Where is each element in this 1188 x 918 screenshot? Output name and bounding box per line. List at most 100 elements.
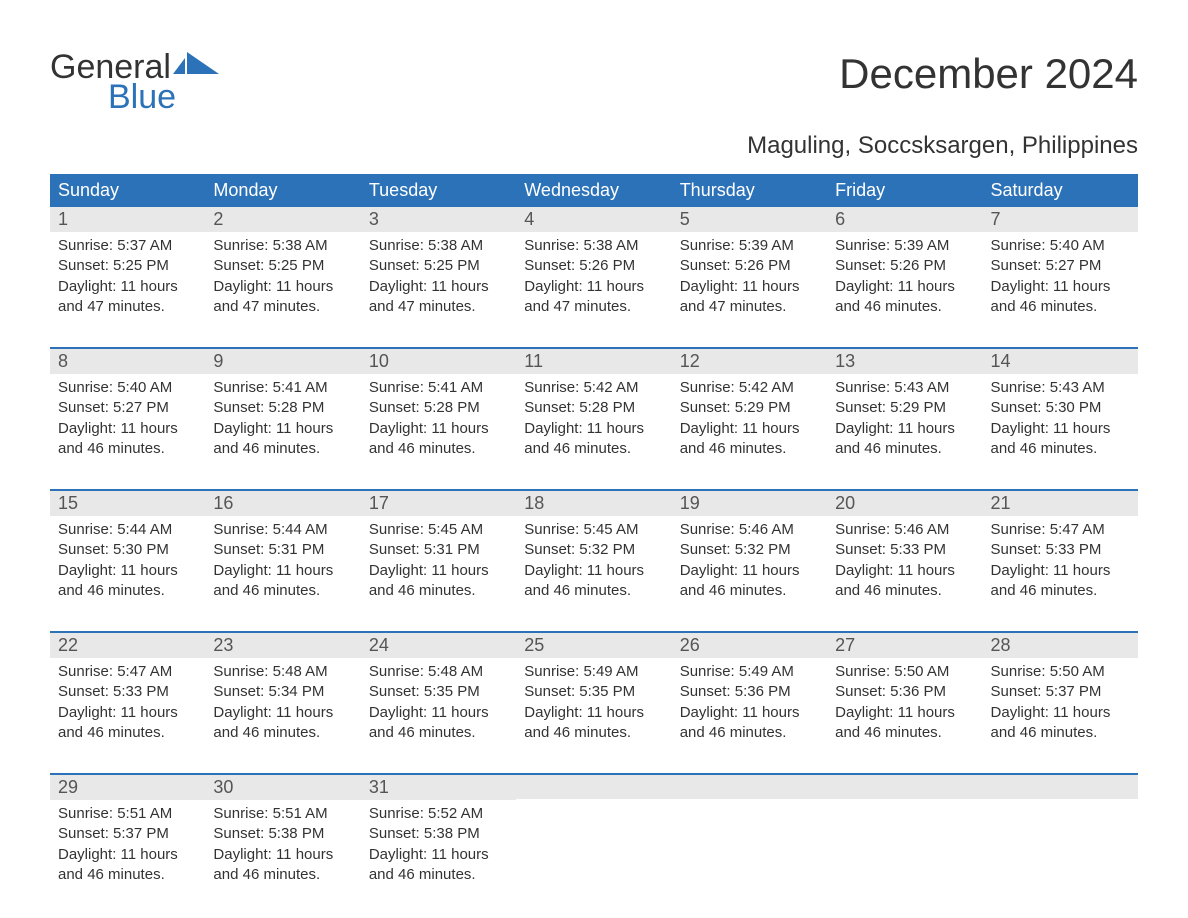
day-number: 30 bbox=[213, 777, 233, 797]
day-line-d1: Daylight: 11 hours bbox=[835, 561, 974, 581]
day-line-d1: Daylight: 11 hours bbox=[680, 277, 819, 297]
day-body: Sunrise: 5:49 AMSunset: 5:36 PMDaylight:… bbox=[672, 658, 827, 747]
day-line-d2: and 46 minutes. bbox=[213, 723, 352, 743]
day-number-row: 20 bbox=[827, 491, 982, 516]
day-number-row: 17 bbox=[361, 491, 516, 516]
day-number-row: 1 bbox=[50, 207, 205, 232]
day-line-d1: Daylight: 11 hours bbox=[991, 419, 1130, 439]
day-line-sr: Sunrise: 5:43 AM bbox=[835, 378, 974, 398]
day-number: 17 bbox=[369, 493, 389, 513]
day-line-ss: Sunset: 5:36 PM bbox=[835, 682, 974, 702]
day-line-d1: Daylight: 11 hours bbox=[524, 419, 663, 439]
day-line-d1: Daylight: 11 hours bbox=[369, 419, 508, 439]
day-line-d1: Daylight: 11 hours bbox=[369, 703, 508, 723]
day-line-d1: Daylight: 11 hours bbox=[680, 419, 819, 439]
day-cell: 9Sunrise: 5:41 AMSunset: 5:28 PMDaylight… bbox=[205, 349, 360, 473]
day-body: Sunrise: 5:50 AMSunset: 5:36 PMDaylight:… bbox=[827, 658, 982, 747]
day-cell: 15Sunrise: 5:44 AMSunset: 5:30 PMDayligh… bbox=[50, 491, 205, 615]
day-number: 20 bbox=[835, 493, 855, 513]
day-line-ss: Sunset: 5:35 PM bbox=[369, 682, 508, 702]
day-line-ss: Sunset: 5:26 PM bbox=[680, 256, 819, 276]
day-line-d2: and 46 minutes. bbox=[524, 439, 663, 459]
day-body: Sunrise: 5:47 AMSunset: 5:33 PMDaylight:… bbox=[983, 516, 1138, 605]
day-number: 12 bbox=[680, 351, 700, 371]
day-cell: 10Sunrise: 5:41 AMSunset: 5:28 PMDayligh… bbox=[361, 349, 516, 473]
week-row: 1Sunrise: 5:37 AMSunset: 5:25 PMDaylight… bbox=[50, 207, 1138, 331]
day-line-d1: Daylight: 11 hours bbox=[213, 703, 352, 723]
day-line-d1: Daylight: 11 hours bbox=[369, 845, 508, 865]
day-body: Sunrise: 5:50 AMSunset: 5:37 PMDaylight:… bbox=[983, 658, 1138, 747]
day-body: Sunrise: 5:43 AMSunset: 5:29 PMDaylight:… bbox=[827, 374, 982, 463]
day-number: 5 bbox=[680, 209, 690, 229]
calendar: SundayMondayTuesdayWednesdayThursdayFrid… bbox=[50, 174, 1138, 899]
day-cell: 5 Sunrise: 5:39 AMSunset: 5:26 PMDaylight… bbox=[672, 207, 827, 331]
day-line-d2: and 46 minutes. bbox=[835, 581, 974, 601]
day-line-d2: and 46 minutes. bbox=[58, 581, 197, 601]
day-line-d2: and 46 minutes. bbox=[213, 439, 352, 459]
day-body: Sunrise: 5:43 AMSunset: 5:30 PMDaylight:… bbox=[983, 374, 1138, 463]
day-body: Sunrise: 5:38 AMSunset: 5:26 PMDaylight:… bbox=[516, 232, 671, 321]
day-line-d1: Daylight: 11 hours bbox=[369, 277, 508, 297]
day-body: Sunrise: 5:47 AMSunset: 5:33 PMDaylight:… bbox=[50, 658, 205, 747]
day-line-sr: Sunrise: 5:48 AM bbox=[213, 662, 352, 682]
day-line-d1: Daylight: 11 hours bbox=[213, 561, 352, 581]
day-line-ss: Sunset: 5:38 PM bbox=[369, 824, 508, 844]
day-line-d1: Daylight: 11 hours bbox=[213, 277, 352, 297]
day-line-d2: and 47 minutes. bbox=[524, 297, 663, 317]
day-cell: 1Sunrise: 5:37 AMSunset: 5:25 PMDaylight… bbox=[50, 207, 205, 331]
day-line-sr: Sunrise: 5:51 AM bbox=[58, 804, 197, 824]
day-line-ss: Sunset: 5:29 PM bbox=[835, 398, 974, 418]
day-line-sr: Sunrise: 5:46 AM bbox=[680, 520, 819, 540]
day-cell bbox=[516, 775, 671, 899]
day-line-d2: and 46 minutes. bbox=[524, 581, 663, 601]
day-number: 31 bbox=[369, 777, 389, 797]
day-header: Monday bbox=[205, 174, 360, 207]
week-row: 8Sunrise: 5:40 AMSunset: 5:27 PMDaylight… bbox=[50, 347, 1138, 473]
day-line-sr: Sunrise: 5:45 AM bbox=[524, 520, 663, 540]
day-line-d2: and 46 minutes. bbox=[213, 865, 352, 885]
day-line-ss: Sunset: 5:25 PM bbox=[213, 256, 352, 276]
day-body: Sunrise: 5:38 AMSunset: 5:25 PMDaylight:… bbox=[205, 232, 360, 321]
day-line-sr: Sunrise: 5:46 AM bbox=[835, 520, 974, 540]
day-line-ss: Sunset: 5:25 PM bbox=[58, 256, 197, 276]
day-line-d2: and 46 minutes. bbox=[991, 297, 1130, 317]
day-line-sr: Sunrise: 5:38 AM bbox=[524, 236, 663, 256]
day-line-ss: Sunset: 5:33 PM bbox=[835, 540, 974, 560]
day-line-sr: Sunrise: 5:49 AM bbox=[680, 662, 819, 682]
day-line-sr: Sunrise: 5:39 AM bbox=[835, 236, 974, 256]
day-line-ss: Sunset: 5:37 PM bbox=[58, 824, 197, 844]
day-line-sr: Sunrise: 5:40 AM bbox=[991, 236, 1130, 256]
day-line-d1: Daylight: 11 hours bbox=[58, 419, 197, 439]
day-line-ss: Sunset: 5:32 PM bbox=[680, 540, 819, 560]
page-title: December 2024 bbox=[839, 50, 1138, 98]
day-cell: 24Sunrise: 5:48 AMSunset: 5:35 PMDayligh… bbox=[361, 633, 516, 757]
day-number-row: 28 bbox=[983, 633, 1138, 658]
header: General Blue December 2024 bbox=[50, 50, 1138, 114]
day-line-d2: and 46 minutes. bbox=[991, 439, 1130, 459]
day-number-row: 25 bbox=[516, 633, 671, 658]
day-line-sr: Sunrise: 5:44 AM bbox=[58, 520, 197, 540]
day-body: Sunrise: 5:51 AMSunset: 5:38 PMDaylight:… bbox=[205, 800, 360, 889]
day-body: Sunrise: 5:38 AMSunset: 5:25 PMDaylight:… bbox=[361, 232, 516, 321]
day-cell: 11Sunrise: 5:42 AMSunset: 5:28 PMDayligh… bbox=[516, 349, 671, 473]
day-number-row: 11 bbox=[516, 349, 671, 374]
day-body: Sunrise: 5:41 AMSunset: 5:28 PMDaylight:… bbox=[361, 374, 516, 463]
day-line-d2: and 46 minutes. bbox=[680, 581, 819, 601]
day-cell: 26Sunrise: 5:49 AMSunset: 5:36 PMDayligh… bbox=[672, 633, 827, 757]
day-line-sr: Sunrise: 5:42 AM bbox=[680, 378, 819, 398]
day-line-sr: Sunrise: 5:39 AM bbox=[680, 236, 819, 256]
day-number: 25 bbox=[524, 635, 544, 655]
day-cell: 16Sunrise: 5:44 AMSunset: 5:31 PMDayligh… bbox=[205, 491, 360, 615]
day-body: Sunrise: 5:42 AMSunset: 5:28 PMDaylight:… bbox=[516, 374, 671, 463]
day-line-ss: Sunset: 5:25 PM bbox=[369, 256, 508, 276]
day-line-ss: Sunset: 5:31 PM bbox=[213, 540, 352, 560]
day-line-sr: Sunrise: 5:47 AM bbox=[991, 520, 1130, 540]
day-line-sr: Sunrise: 5:44 AM bbox=[213, 520, 352, 540]
day-number-row bbox=[672, 775, 827, 799]
week-row: 22Sunrise: 5:47 AMSunset: 5:33 PMDayligh… bbox=[50, 631, 1138, 757]
day-line-d1: Daylight: 11 hours bbox=[524, 277, 663, 297]
day-header: Tuesday bbox=[361, 174, 516, 207]
day-line-ss: Sunset: 5:27 PM bbox=[991, 256, 1130, 276]
day-body: Sunrise: 5:52 AMSunset: 5:38 PMDaylight:… bbox=[361, 800, 516, 889]
day-body: Sunrise: 5:37 AMSunset: 5:25 PMDaylight:… bbox=[50, 232, 205, 321]
